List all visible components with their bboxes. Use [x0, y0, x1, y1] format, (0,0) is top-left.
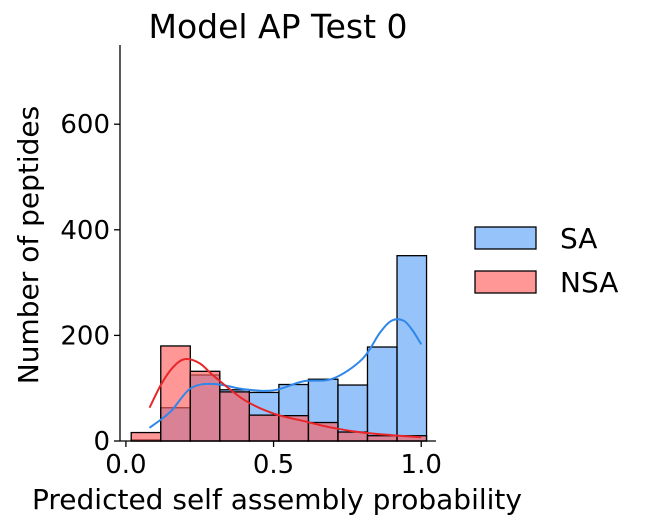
plot-area: 0 200 400 600 0.0 0.5 1.0 — [60, 45, 442, 480]
x-tick-label: 1.0 — [401, 450, 442, 480]
x-tick-label: 0.0 — [105, 450, 146, 480]
y-tick-label: 400 — [60, 216, 110, 246]
y-tick-label: 0 — [93, 427, 110, 457]
x-tick-label: 0.5 — [253, 450, 294, 480]
x-axis-label: Predicted self assembly probability — [32, 483, 522, 516]
kde-line-sa — [148, 318, 423, 429]
bar-nsa-4 — [248, 414, 280, 442]
legend-label-sa: SA — [560, 222, 597, 255]
legend: SA NSA — [474, 222, 618, 299]
bar-nsa-2 — [189, 370, 221, 442]
bar-nsa-0 — [130, 431, 162, 442]
bar-sa-8 — [366, 346, 398, 442]
bar-sa-9 — [396, 255, 428, 442]
y-tick-label: 200 — [60, 321, 110, 351]
y-axis-label: Number of peptides — [12, 106, 45, 384]
legend-label-nsa: NSA — [560, 266, 618, 299]
y-tick-label: 600 — [60, 110, 110, 140]
bar-nsa-8 — [366, 435, 398, 442]
legend-swatch-nsa — [474, 270, 537, 294]
chart-title: Model AP Test 0 — [148, 7, 407, 46]
legend-swatch-sa — [474, 226, 537, 250]
kde-line-nsa — [148, 358, 422, 439]
